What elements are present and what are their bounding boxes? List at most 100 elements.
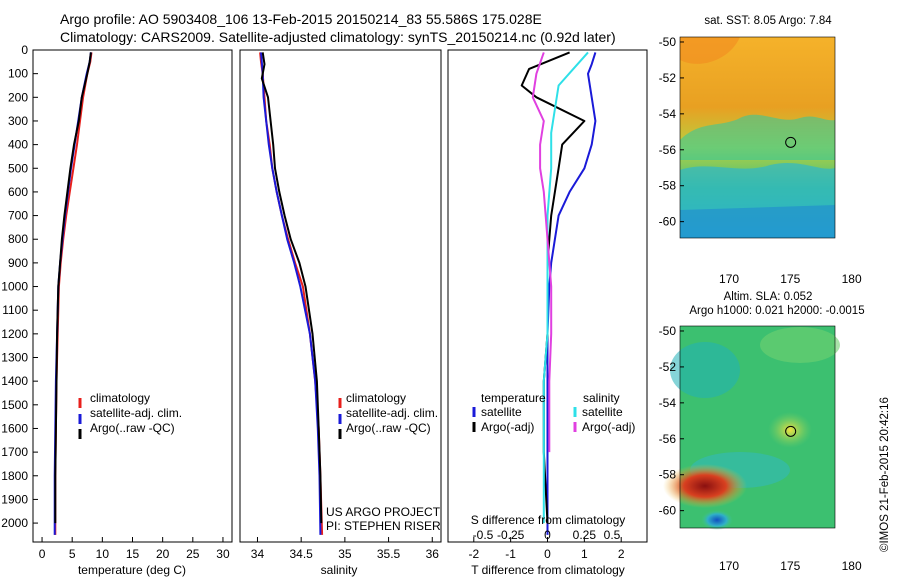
depth-axis: 0 100 200 300 400 500 600 700 800 900 1000 1100 1200… bbox=[1, 43, 38, 530]
difference-x-axis: -2 -1 0 1 2 bbox=[468, 537, 625, 561]
salinity-x-axis: 34 34.5 35 35.5 36 bbox=[251, 537, 439, 561]
sla-cyan-eddy bbox=[670, 342, 740, 398]
x-tick-label: 30 bbox=[216, 547, 230, 561]
x-tick-label: 5 bbox=[69, 547, 76, 561]
figure-title-line1: Argo profile: AO 5903408_106 13-Feb-2015… bbox=[60, 11, 542, 27]
argo-float-marker bbox=[785, 136, 797, 148]
temperature-x-axis: 0 5 10 15 20 25 30 bbox=[39, 537, 230, 561]
difference-legend: temperature satellite Argo(-adj) salinit… bbox=[472, 391, 635, 434]
legend-label-s-satellite: satellite bbox=[582, 405, 623, 419]
map-y-tick-label: -50 bbox=[659, 324, 677, 338]
s-tick-label: -0.25 bbox=[497, 528, 525, 542]
x-tick-label: 1 bbox=[581, 547, 588, 561]
legend-label-satellite: satellite-adj. clim. bbox=[90, 406, 182, 420]
y-tick-label: 500 bbox=[8, 161, 28, 175]
s-difference-label: S difference from climatology bbox=[471, 513, 626, 527]
sla-yellow-eddy bbox=[768, 412, 812, 448]
x-tick-label: -1 bbox=[505, 547, 516, 561]
difference-panel: -2 -1 0 1 2 temperature satellite Argo(-adj)… bbox=[447, 49, 648, 577]
sla-light-eddy bbox=[760, 327, 840, 363]
y-tick-label: 1100 bbox=[2, 303, 28, 317]
sla-map-frame bbox=[679, 325, 836, 529]
sst-warm-patch bbox=[680, 37, 740, 64]
x-tick-label: 35.5 bbox=[377, 547, 401, 561]
y-tick-label: 1500 bbox=[1, 398, 28, 412]
y-tick-label: 2000 bbox=[1, 516, 28, 530]
map-y-tick-label: -58 bbox=[659, 468, 677, 482]
difference-series bbox=[520, 51, 597, 535]
legend-label-climatology: climatology bbox=[346, 391, 406, 405]
map-y-tick-label: -60 bbox=[659, 215, 677, 229]
s-difference-scale: -0.25 0 0.25 -0.5 0.5 bbox=[473, 528, 621, 542]
map-y-tick-label: -54 bbox=[659, 396, 677, 410]
series-line-climatology bbox=[54, 52, 93, 535]
project-annotation: US ARGO PROJECT bbox=[326, 505, 441, 519]
y-tick-label: 700 bbox=[8, 209, 28, 223]
s-tick-label: 0 bbox=[544, 528, 551, 542]
sla-map-panel: Altim. SLA: 0.052 Argo h1000: 0.021 h200… bbox=[659, 291, 865, 573]
x-tick-label: 10 bbox=[96, 547, 110, 561]
map-y-tick-label: -56 bbox=[659, 432, 677, 446]
x-tick-label: 15 bbox=[126, 547, 140, 561]
x-tick-label: 2 bbox=[618, 547, 625, 561]
sla-cold-eddy bbox=[701, 510, 733, 530]
sla-field bbox=[663, 325, 840, 530]
sst-map-frame bbox=[679, 36, 836, 239]
sst-front bbox=[680, 114, 835, 160]
sst-deep-cold bbox=[680, 205, 835, 238]
sla-map-title: Altim. SLA: 0.052 bbox=[724, 291, 813, 303]
y-tick-label: 900 bbox=[8, 256, 28, 270]
x-tick-label: -2 bbox=[468, 547, 479, 561]
map-y-tick-label: -52 bbox=[659, 71, 677, 85]
x-tick-label: 36 bbox=[426, 547, 440, 561]
map-y-tick-label: -58 bbox=[659, 179, 677, 193]
legend-title-temperature: temperature bbox=[481, 391, 546, 405]
map-y-tick-label: -52 bbox=[659, 360, 677, 374]
y-tick-label: 1700 bbox=[1, 445, 28, 459]
x-tick-label: 0 bbox=[544, 547, 551, 561]
s-tick-label: 0.5 bbox=[604, 528, 621, 542]
x-tick-label: 0 bbox=[39, 547, 46, 561]
y-tick-label: 1300 bbox=[1, 351, 28, 365]
salinity-series bbox=[259, 52, 324, 535]
sst-map-axes: -50 -52 -54 -56 -58 -60 170 175 180 bbox=[659, 35, 862, 286]
map-y-tick-label: -50 bbox=[659, 35, 677, 49]
series-line-climatology bbox=[259, 52, 324, 535]
map-x-tick-label: 170 bbox=[719, 272, 739, 286]
x-tick-label: 20 bbox=[156, 547, 170, 561]
sla-map-subtitle: Argo h1000: 0.021 h2000: -0.0015 bbox=[689, 305, 864, 317]
legend-label-t-satellite: satellite bbox=[481, 405, 522, 419]
x-tick-label: 25 bbox=[186, 547, 200, 561]
imos-credit: ©IMOS 21-Feb-2015 20:42:16 bbox=[879, 397, 891, 552]
series-line-s-satellite bbox=[542, 51, 589, 524]
salinity-legend: climatology satellite-adj. clim. Argo(..… bbox=[338, 391, 438, 439]
pi-annotation: PI: STEPHEN RISER bbox=[326, 519, 441, 533]
x-tick-label: 34 bbox=[251, 547, 265, 561]
s-tick-label: 0.25 bbox=[573, 528, 597, 542]
y-tick-label: 100 bbox=[8, 67, 28, 81]
series-line-s-argo-adj- bbox=[531, 52, 553, 453]
figure-title-line2: Climatology: CARS2009. Satellite-adjuste… bbox=[60, 29, 616, 45]
y-tick-label: 1900 bbox=[1, 492, 28, 506]
legend-label-climatology: climatology bbox=[90, 391, 150, 405]
map-x-tick-label: 170 bbox=[719, 559, 739, 573]
y-tick-label: 1200 bbox=[1, 327, 28, 341]
map-x-tick-label: 175 bbox=[780, 272, 800, 286]
series-line-t-satellite bbox=[546, 52, 597, 535]
x-tick-label: 34.5 bbox=[289, 547, 313, 561]
y-tick-label: 1800 bbox=[1, 469, 28, 483]
map-y-tick-label: -56 bbox=[659, 143, 677, 157]
temperature-series bbox=[53, 52, 93, 535]
legend-label-s-argo: Argo(-adj) bbox=[582, 420, 635, 434]
legend-label-argo: Argo(..raw -QC) bbox=[346, 421, 431, 435]
argo-float-marker bbox=[785, 425, 797, 437]
y-tick-label: 400 bbox=[8, 138, 28, 152]
legend-label-argo: Argo(..raw -QC) bbox=[90, 421, 175, 435]
y-tick-label: 300 bbox=[8, 114, 28, 128]
t-difference-label: T difference from climatology bbox=[471, 563, 625, 577]
salinity-plot-frame bbox=[239, 49, 442, 543]
series-line-argo-raw-qc- bbox=[54, 52, 92, 524]
temperature-legend: climatology satellite-adj. clim. Argo(..… bbox=[78, 391, 182, 439]
s-tick-label: -0.5 bbox=[473, 528, 494, 542]
